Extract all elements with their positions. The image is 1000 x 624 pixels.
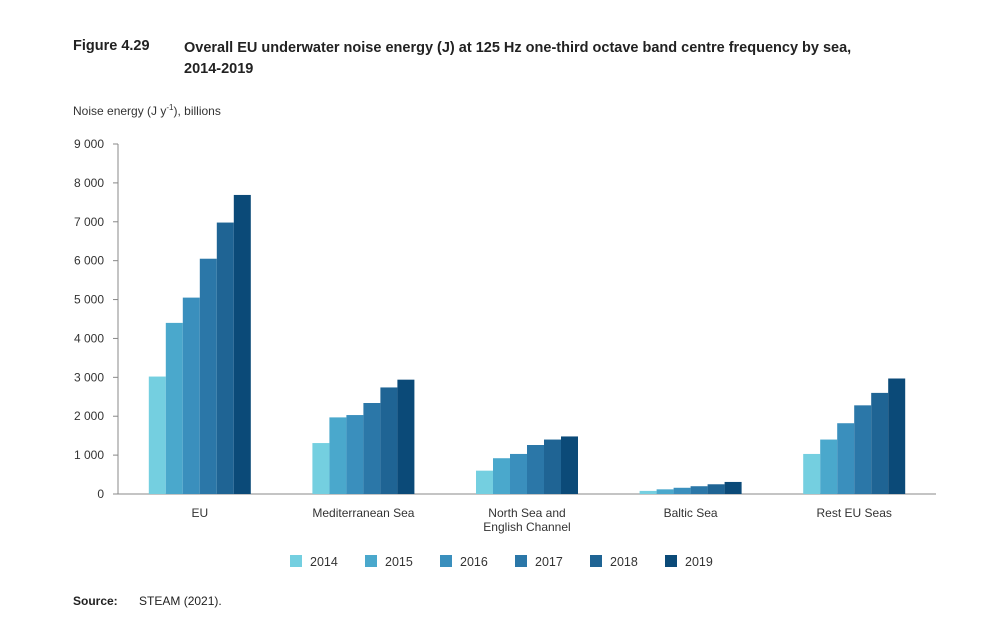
- bar-2014: [639, 490, 657, 494]
- bar-2018: [380, 387, 398, 494]
- bar-2019: [888, 378, 906, 494]
- category-label: Baltic Sea: [664, 506, 718, 520]
- legend-swatch: [440, 555, 452, 567]
- bar-2015: [820, 439, 838, 494]
- bar-2018: [707, 484, 725, 494]
- legend-label: 2014: [310, 555, 338, 569]
- y-axis-label-sup: -1: [166, 103, 174, 112]
- bar-2016: [182, 297, 200, 494]
- y-tick-label: 1 000: [74, 448, 104, 462]
- bar-2019: [233, 194, 251, 494]
- bar-2016: [673, 487, 691, 494]
- figure-title-line1: Overall EU underwater noise energy (J) a…: [184, 40, 852, 56]
- category-label: EU: [191, 506, 208, 520]
- bar-2015: [656, 489, 674, 494]
- bar-2019: [397, 379, 415, 494]
- y-tick-label: 6 000: [74, 254, 104, 268]
- legend-label: 2015: [385, 555, 413, 569]
- y-tick-label: 5 000: [74, 293, 104, 307]
- category-label-line: North Sea and: [488, 506, 565, 520]
- y-axis-label: Noise energy (J y-1), billions: [73, 103, 221, 118]
- figure-title-line2: 2014-2019: [184, 61, 254, 77]
- bar-2017: [690, 486, 708, 494]
- category-label: Rest EU Seas: [817, 506, 892, 520]
- category-label-line: English Channel: [483, 520, 570, 534]
- legend-swatch: [365, 555, 377, 567]
- bar-2014: [803, 453, 821, 494]
- legend-label: 2018: [610, 555, 638, 569]
- category-label: Mediterranean Sea: [312, 506, 414, 520]
- y-axis-label-tail: ), billions: [173, 104, 221, 118]
- y-axis-label-main: Noise energy (J y: [73, 104, 167, 118]
- bar-2015: [493, 458, 510, 494]
- y-tick-label: 3 000: [74, 370, 104, 384]
- bar-2016: [510, 453, 527, 494]
- bar-2018: [216, 222, 234, 495]
- bar-2015: [329, 417, 347, 494]
- bar-2018: [544, 439, 561, 494]
- bar-2015: [165, 322, 183, 494]
- legend-swatch: [590, 555, 602, 567]
- bar-2014: [476, 470, 493, 494]
- source-label: Source:: [73, 594, 118, 608]
- category-label-line: EU: [191, 506, 208, 520]
- bar-2017: [199, 258, 217, 494]
- y-tick-label: 2 000: [74, 409, 104, 423]
- legend-swatch: [515, 555, 527, 567]
- bar-2019: [561, 436, 578, 494]
- bar-2014: [148, 376, 166, 494]
- source-text: STEAM (2021).: [139, 594, 222, 608]
- category-label-line: Rest EU Seas: [817, 506, 892, 520]
- legend-swatch: [665, 555, 677, 567]
- bar-2017: [363, 403, 381, 494]
- bar-2017: [854, 405, 872, 494]
- y-tick-label: 4 000: [74, 331, 104, 345]
- y-tick-label: 9 000: [74, 137, 104, 151]
- figure-number: Figure 4.29: [73, 38, 150, 54]
- legend-swatch: [290, 555, 302, 567]
- category-label-line: Baltic Sea: [664, 506, 718, 520]
- bar-2016: [346, 415, 364, 494]
- figure-title: Overall EU underwater noise energy (J) a…: [184, 38, 944, 80]
- bar-2014: [312, 443, 330, 494]
- legend-label: 2017: [535, 555, 563, 569]
- bar-2018: [871, 392, 889, 494]
- bar-2019: [724, 481, 742, 494]
- bar-2017: [527, 445, 544, 494]
- bar-2016: [837, 423, 855, 494]
- y-tick-label: 8 000: [74, 176, 104, 190]
- source-note: Source: STEAM (2021).: [73, 594, 222, 608]
- category-label: North Sea and English Channel: [483, 506, 570, 534]
- category-label-line: Mediterranean Sea: [312, 506, 414, 520]
- legend-label: 2016: [460, 555, 488, 569]
- y-tick-label: 7 000: [74, 215, 104, 229]
- y-tick-label: 0: [97, 487, 104, 501]
- legend-label: 2019: [685, 555, 713, 569]
